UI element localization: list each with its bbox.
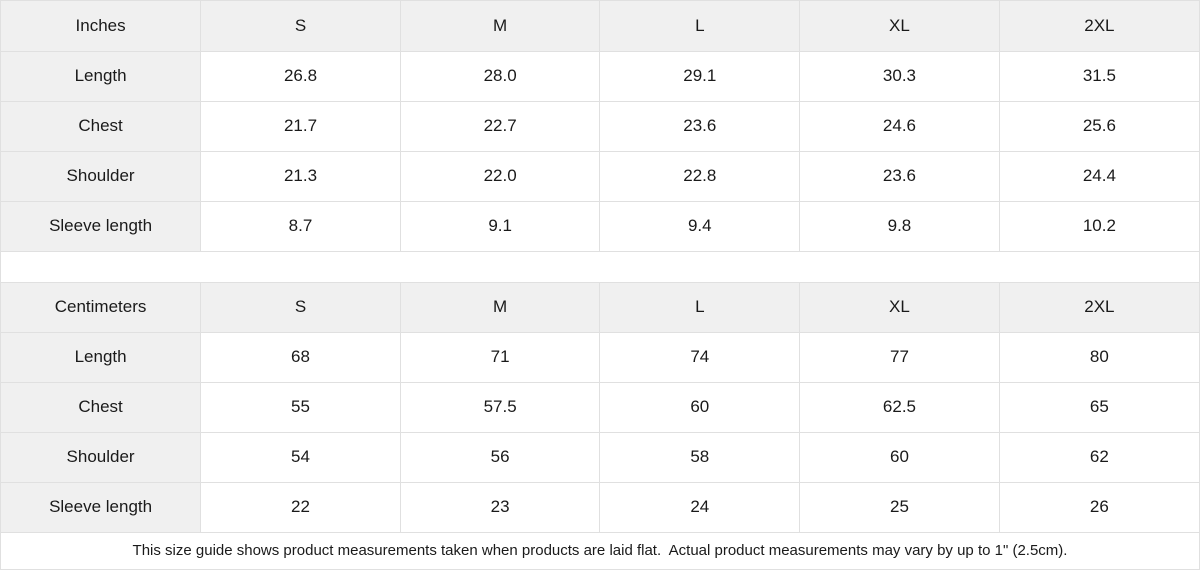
measurement-label: Sleeve length [1, 482, 202, 533]
measurement-value-cell: 29.1 [599, 51, 801, 102]
size-column-header-l: L [599, 282, 801, 333]
unit-header-centimeters: Centimeters [1, 282, 202, 333]
table-row-shoulder: Shoulder 21.3 22.0 22.8 23.6 24.4 [1, 151, 1199, 202]
measurement-value-cell: 80 [999, 332, 1199, 383]
measurement-value-cell: 9.4 [599, 201, 801, 252]
measurement-value-cell: 9.8 [799, 201, 1000, 252]
table-row-chest: Chest 55 57.5 60 62.5 65 [1, 382, 1199, 433]
table-row-length: Length 26.8 28.0 29.1 30.3 31.5 [1, 51, 1199, 102]
measurement-value-cell: 54 [200, 432, 401, 483]
size-column-header-s: S [200, 282, 401, 333]
table-header-row: Centimeters S M L XL 2XL [1, 282, 1199, 333]
measurement-value-cell: 23 [400, 482, 601, 533]
measurement-value-cell: 8.7 [200, 201, 401, 252]
measurement-value-cell: 10.2 [999, 201, 1199, 252]
measurement-value-cell: 21.7 [200, 101, 401, 152]
measurement-value-cell: 9.1 [400, 201, 601, 252]
table-row-chest: Chest 21.7 22.7 23.6 24.6 25.6 [1, 101, 1199, 152]
measurement-value-cell: 55 [200, 382, 401, 433]
measurement-value-cell: 26 [999, 482, 1199, 533]
size-column-header-2xl: 2XL [999, 1, 1199, 52]
table-row-shoulder: Shoulder 54 56 58 60 62 [1, 432, 1199, 483]
measurement-value-cell: 31.5 [999, 51, 1199, 102]
table-header-row: Inches S M L XL 2XL [1, 1, 1199, 52]
size-column-header-l: L [599, 1, 801, 52]
measurement-value-cell: 68 [200, 332, 401, 383]
measurement-value-cell: 23.6 [799, 151, 1000, 202]
unit-header-inches: Inches [1, 1, 202, 52]
measurement-value-cell: 21.3 [200, 151, 401, 202]
measurement-value-cell: 28.0 [400, 51, 601, 102]
table-gap-spacer [1, 251, 1199, 282]
measurement-value-cell: 57.5 [400, 382, 601, 433]
measurement-value-cell: 22 [200, 482, 401, 533]
measurement-value-cell: 24 [599, 482, 801, 533]
measurement-label: Shoulder [1, 151, 202, 202]
size-column-header-m: M [400, 282, 601, 333]
measurement-value-cell: 22.8 [599, 151, 801, 202]
measurement-value-cell: 65 [999, 382, 1199, 433]
measurement-value-cell: 60 [799, 432, 1000, 483]
measurement-value-cell: 71 [400, 332, 601, 383]
measurement-label: Shoulder [1, 432, 202, 483]
measurement-value-cell: 60 [599, 382, 801, 433]
measurement-value-cell: 77 [799, 332, 1000, 383]
size-column-header-2xl: 2XL [999, 282, 1199, 333]
table-row-sleeve-length: Sleeve length 22 23 24 25 26 [1, 482, 1199, 533]
measurement-label: Sleeve length [1, 201, 202, 252]
measurement-value-cell: 24.4 [999, 151, 1199, 202]
size-guide-note: This size guide shows product measuremen… [1, 532, 1199, 569]
table-row-length: Length 68 71 74 77 80 [1, 332, 1199, 383]
measurement-value-cell: 26.8 [200, 51, 401, 102]
size-column-header-xl: XL [799, 282, 1000, 333]
centimeters-table: Centimeters S M L XL 2XL Length 68 71 74… [1, 281, 1199, 533]
measurement-value-cell: 25 [799, 482, 1000, 533]
measurement-label: Length [1, 51, 202, 102]
measurement-value-cell: 56 [400, 432, 601, 483]
measurement-value-cell: 62.5 [799, 382, 1000, 433]
measurement-value-cell: 24.6 [799, 101, 1000, 152]
size-column-header-s: S [200, 1, 401, 52]
inches-table: Inches S M L XL 2XL Length 26.8 28.0 29.… [1, 1, 1199, 252]
table-row-sleeve-length: Sleeve length 8.7 9.1 9.4 9.8 10.2 [1, 201, 1199, 252]
measurement-value-cell: 58 [599, 432, 801, 483]
measurement-value-cell: 25.6 [999, 101, 1199, 152]
measurement-value-cell: 30.3 [799, 51, 1000, 102]
size-column-header-m: M [400, 1, 601, 52]
measurement-value-cell: 74 [599, 332, 801, 383]
size-column-header-xl: XL [799, 1, 1000, 52]
measurement-label: Chest [1, 382, 202, 433]
measurement-label: Chest [1, 101, 202, 152]
measurement-value-cell: 22.7 [400, 101, 601, 152]
measurement-value-cell: 22.0 [400, 151, 601, 202]
measurement-value-cell: 23.6 [599, 101, 801, 152]
measurement-value-cell: 62 [999, 432, 1199, 483]
measurement-label: Length [1, 332, 202, 383]
